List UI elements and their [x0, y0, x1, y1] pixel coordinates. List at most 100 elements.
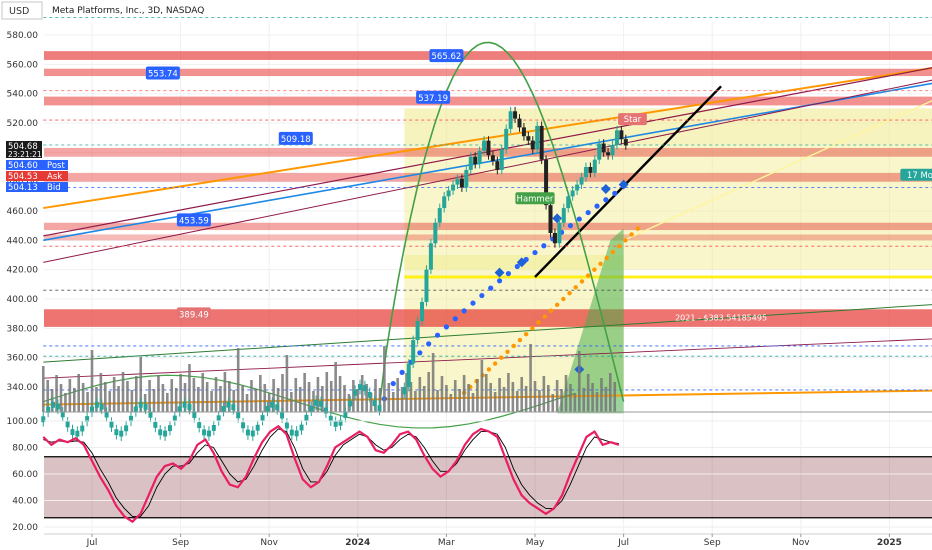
candle-body — [526, 136, 531, 141]
candle-body — [75, 430, 80, 437]
price-tag — [278, 131, 313, 145]
candle-body — [530, 140, 535, 150]
volume-bar — [484, 374, 488, 412]
indicator-dot — [514, 263, 520, 270]
candle-body — [495, 161, 500, 170]
volume-bar — [214, 377, 218, 412]
volume-bar — [64, 393, 67, 412]
currency-label: USD — [9, 6, 29, 17]
candle-body — [206, 430, 211, 437]
volume-bar — [77, 374, 81, 412]
volume-bar — [321, 386, 324, 412]
volume-bar — [219, 386, 222, 412]
time-axis-label: 2025 — [877, 538, 902, 548]
indicator-dot — [598, 261, 603, 266]
volume-bar — [298, 387, 302, 412]
indicator-dot — [629, 232, 634, 237]
volume-bar — [343, 385, 346, 412]
volume-bar — [578, 351, 581, 412]
annotation-star: Star — [624, 115, 642, 125]
candle-body — [468, 156, 473, 170]
volume-bar — [41, 366, 45, 412]
candle-body — [187, 404, 192, 410]
currency-badge[interactable] — [1, 1, 43, 20]
annotation-17-month-high: 17 Month High — [907, 171, 932, 181]
volume-bar — [103, 382, 107, 412]
volume-bar — [139, 357, 143, 412]
price-pane[interactable]: 565.62 553.74 537.19 509.18 453.59 389.49 Star… — [41, 16, 932, 534]
time-axis-label: 2024 — [345, 538, 370, 548]
volume-bar — [174, 388, 178, 412]
candle-body — [583, 167, 588, 178]
volume-bar — [511, 382, 515, 412]
candle-body — [90, 406, 94, 413]
volume-bar — [316, 377, 320, 412]
candle-body — [433, 222, 438, 244]
candle-body — [455, 178, 460, 185]
candle-body — [411, 340, 416, 364]
volume-bar — [414, 391, 417, 412]
price-tag — [176, 307, 211, 321]
indicator-dot — [486, 367, 492, 372]
volume-bar — [236, 348, 240, 412]
volume-bar — [356, 389, 360, 412]
candle-body — [294, 430, 299, 437]
candle-body — [490, 155, 495, 162]
volume-bar — [210, 391, 213, 412]
candle-body — [415, 321, 420, 341]
candle-body — [517, 118, 522, 128]
volume-bar — [378, 388, 382, 412]
price-axis-label: 460.00 — [7, 207, 39, 217]
volume-bar — [329, 381, 333, 412]
volume-bar — [290, 392, 293, 412]
volume-bar — [515, 391, 519, 412]
candle-body — [221, 406, 226, 413]
indicator-dot — [567, 223, 574, 229]
price-labels: 565.62 553.74 537.19 509.18 453.59 389.49 Star… — [145, 49, 932, 322]
indicator-dot — [576, 216, 582, 222]
red-zone — [44, 234, 932, 241]
volume-bar — [546, 385, 550, 412]
candle-body — [459, 178, 464, 188]
volume-bar — [267, 393, 271, 412]
candle-body — [250, 430, 255, 437]
volume-bar — [157, 375, 160, 412]
stochastic-pane[interactable] — [42, 420, 932, 528]
volume-bar — [338, 376, 342, 412]
candle-body — [70, 429, 75, 435]
candle-body — [508, 111, 513, 129]
volume-bar — [555, 380, 559, 412]
candle-body — [561, 208, 566, 223]
volume-bar — [263, 384, 267, 412]
indicator-dot — [492, 361, 498, 366]
volume-bar — [480, 360, 484, 412]
volume-bar — [112, 377, 116, 412]
volume-bar — [259, 375, 262, 412]
candle-body — [473, 156, 478, 165]
candle-body — [442, 196, 447, 209]
volume-bar — [72, 388, 76, 412]
volume-bar — [449, 394, 453, 412]
candle-body — [158, 429, 163, 436]
red-zone — [44, 172, 932, 182]
candle-body — [260, 415, 265, 421]
trendline-maroon — [43, 338, 932, 379]
annotation-17-month-high-badge — [900, 168, 932, 181]
volume-bar — [108, 391, 112, 412]
candle-body — [197, 422, 202, 429]
candle-body — [255, 424, 260, 431]
volume-bar — [170, 379, 174, 412]
volume-bar — [613, 382, 617, 412]
bid-value: 504.13 — [8, 183, 38, 193]
candle-body — [588, 167, 593, 173]
indicator-dot — [594, 203, 600, 209]
volume-bar — [600, 378, 603, 412]
volume-bar — [223, 372, 227, 412]
ask-tag — [6, 171, 68, 181]
stoch-axis-label: 20.00 — [12, 523, 38, 533]
volume-bar — [188, 364, 191, 412]
candle-body — [372, 400, 377, 407]
candle-body — [367, 391, 372, 398]
volume-bar — [294, 378, 298, 412]
